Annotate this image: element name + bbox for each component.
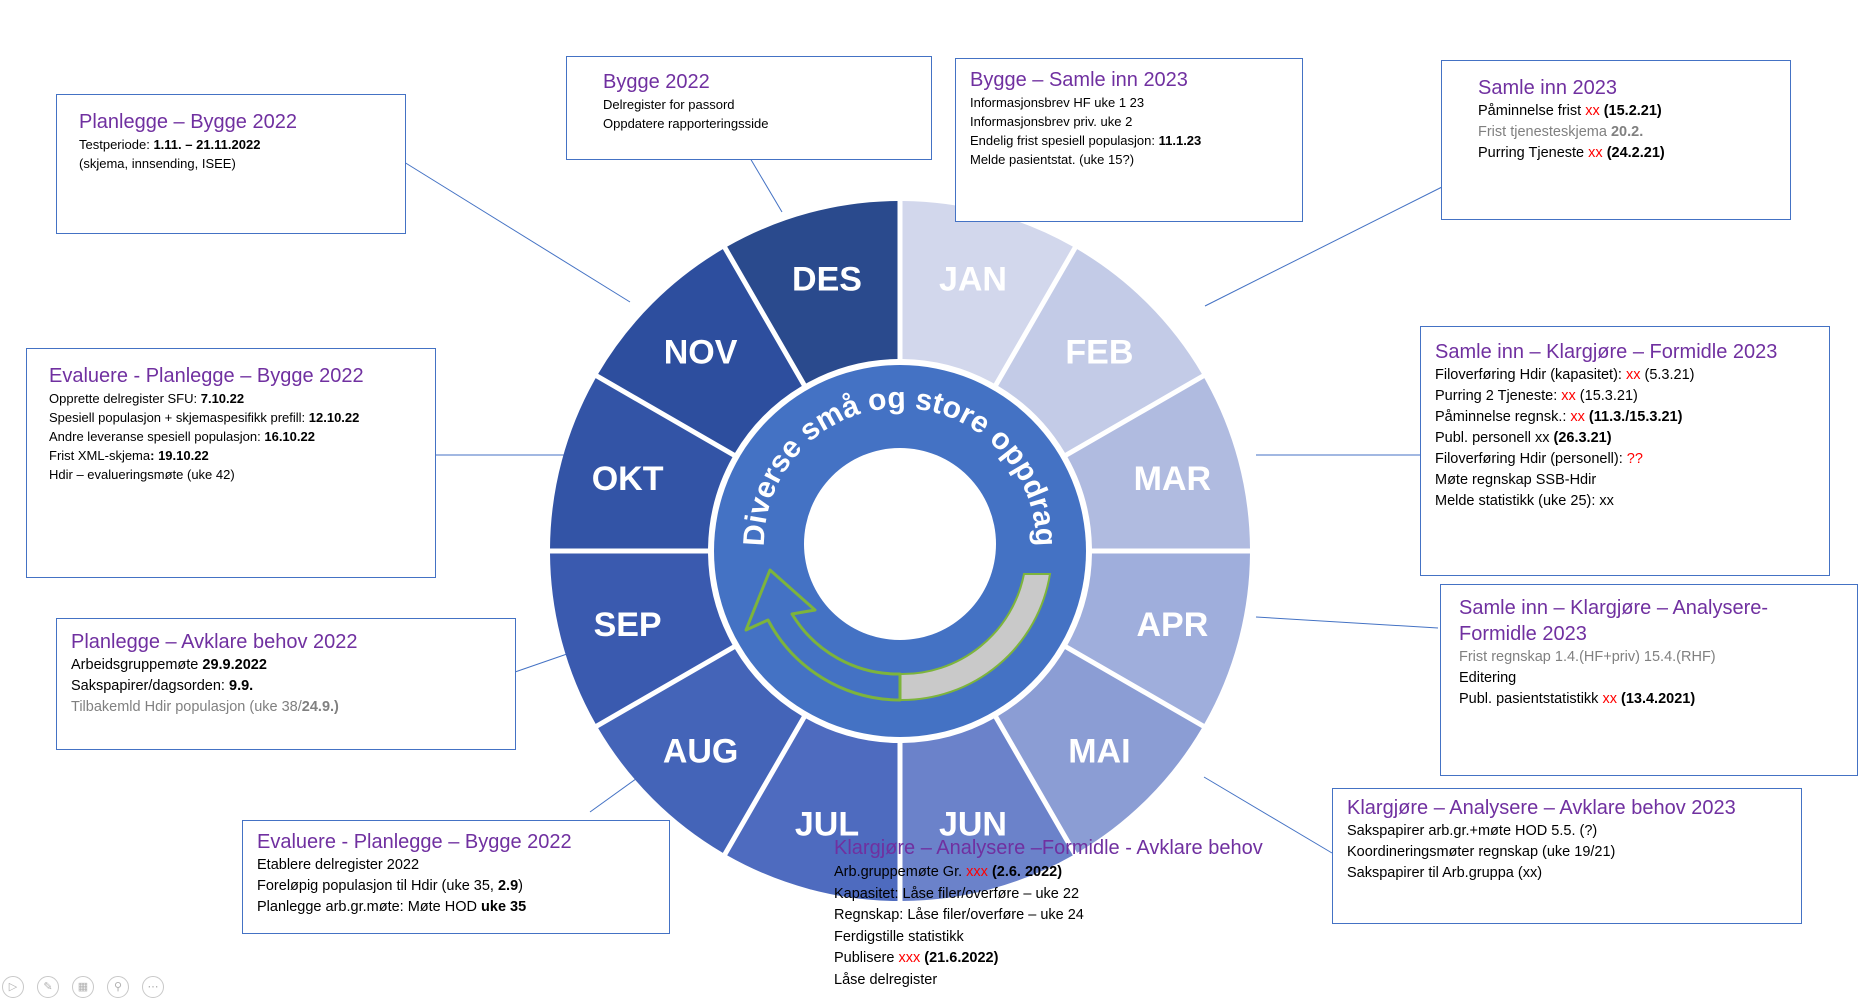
box-line: Opprette delregister SFU: 7.10.22 bbox=[49, 389, 435, 408]
connector-line bbox=[404, 162, 630, 302]
box-evaluere-planlegge-bygge-okt: Evaluere - Planlegge – Bygge 2022 Oppret… bbox=[26, 348, 436, 578]
month-label-sep: SEP bbox=[594, 606, 662, 644]
month-label-mai: MAI bbox=[1068, 732, 1130, 770]
box-title: Bygge – Samle inn 2023 bbox=[970, 67, 1302, 93]
box-line: Koordineringsmøter regnskap (uke 19/21) bbox=[1347, 842, 1801, 863]
box-title: Planlegge – Avklare behov 2022 bbox=[71, 629, 515, 655]
grid-icon[interactable]: ▦ bbox=[72, 976, 94, 998]
connector-line bbox=[515, 654, 567, 672]
box-samle-inn-2023: Samle inn 2023 Påminnelse frist xx (15.2… bbox=[1441, 60, 1791, 220]
box-title: Klargjøre – Analysere – Avklare behov 20… bbox=[1347, 795, 1801, 821]
box-line: Informasjonsbrev priv. uke 2 bbox=[970, 112, 1302, 131]
month-label-aug: AUG bbox=[663, 732, 739, 770]
month-label-okt: OKT bbox=[592, 460, 664, 498]
box-title: Samle inn 2023 bbox=[1478, 75, 1790, 101]
box-line: Arb.gruppemøte Gr. xxx (2.6. 2022) bbox=[834, 862, 1334, 884]
month-label-nov: NOV bbox=[664, 334, 738, 372]
box-line: Låse delregister bbox=[834, 970, 1334, 992]
month-label-jan: JAN bbox=[939, 261, 1007, 299]
box-planlegge-avklare-behov-2022: Planlegge – Avklare behov 2022 Arbeidsgr… bbox=[56, 618, 516, 750]
box-line: Frist tjenesteskjema 20.2. bbox=[1478, 122, 1790, 143]
box-line: Testperiode: 1.11. – 21.11.2022 bbox=[79, 135, 405, 154]
box-line: Melde pasientstat. (uke 15?) bbox=[970, 150, 1302, 169]
pen-icon[interactable]: ✎ bbox=[37, 976, 59, 998]
box-line: Frist XML-skjema: 19.10.22 bbox=[49, 446, 435, 465]
box-line: Purring Tjeneste xx (24.2.21) bbox=[1478, 143, 1790, 164]
box-samle-analysere-formidle-2023: Samle inn – Klargjøre – Analysere- Formi… bbox=[1440, 584, 1858, 776]
month-label-des: DES bbox=[792, 261, 862, 299]
box-title: Planlegge – Bygge 2022 bbox=[79, 109, 405, 135]
box-line: Delregister for passord bbox=[603, 95, 931, 114]
box-line: Foreløpig populasjon til Hdir (uke 35, 2… bbox=[257, 876, 669, 897]
box-evaluere-planlegge-bygge-aug: Evaluere - Planlegge – Bygge 2022 Etable… bbox=[242, 820, 670, 934]
box-line: Purring 2 Tjeneste: xx (15.3.21) bbox=[1435, 386, 1829, 407]
more-icon[interactable]: ⋯ bbox=[142, 976, 164, 998]
box-line: Oppdatere rapporteringsside bbox=[603, 114, 931, 133]
box-bygge-2022: Bygge 2022 Delregister for passord Oppda… bbox=[566, 56, 932, 160]
box-title: Samle inn – Klargjøre – Formidle 2023 bbox=[1435, 339, 1829, 365]
connector-line bbox=[750, 158, 782, 212]
box-samle-klargjore-formidle-2023: Samle inn – Klargjøre – Formidle 2023 Fi… bbox=[1420, 326, 1830, 576]
box-line: Planlegge arb.gr.møte: Møte HOD uke 35 bbox=[257, 897, 669, 918]
month-label-feb: FEB bbox=[1065, 334, 1133, 372]
box-line: Filoverføring Hdir (kapasitet): xx (5.3.… bbox=[1435, 365, 1829, 386]
box-line: Publisere xxx (21.6.2022) bbox=[834, 948, 1334, 970]
box-line: Sakspapirer til Arb.gruppa (xx) bbox=[1347, 863, 1801, 884]
box-line: Filoverføring Hdir (personell): ?? bbox=[1435, 449, 1829, 470]
box-title: Samle inn – Klargjøre – Analysere- bbox=[1459, 595, 1857, 621]
box-line: Publ. pasientstatistikk xx (13.4.2021) bbox=[1459, 689, 1857, 710]
box-line: Sakspapirer arb.gr.+møte HOD 5.5. (?) bbox=[1347, 821, 1801, 842]
box-line: Kapasitet: Låse filer/overføre – uke 22 bbox=[834, 884, 1334, 906]
box-title: Klargjøre – Analysere –Formidle - Avklar… bbox=[834, 834, 1334, 862]
box-title: Bygge 2022 bbox=[603, 69, 931, 95]
month-label-apr: APR bbox=[1136, 606, 1208, 644]
connector-line bbox=[1256, 617, 1438, 628]
slide-toolbar: ▷ ✎ ▦ ⚲ ⋯ bbox=[2, 976, 177, 998]
box-line: Andre leveranse spesiell populasjon: 16.… bbox=[49, 427, 435, 446]
box-line: Arbeidsgruppemøte 29.9.2022 bbox=[71, 655, 515, 676]
zoom-icon[interactable]: ⚲ bbox=[107, 976, 129, 998]
box-line: Møte regnskap SSB-Hdir bbox=[1435, 470, 1829, 491]
box-line: Frist regnskap 1.4.(HF+priv) 15.4.(RHF) bbox=[1459, 647, 1857, 668]
box-line: Endelig frist spesiell populasjon: 11.1.… bbox=[970, 131, 1302, 150]
box-line: Hdir – evalueringsmøte (uke 42) bbox=[49, 465, 435, 484]
box-title: Evaluere - Planlegge – Bygge 2022 bbox=[49, 363, 435, 389]
center-hole bbox=[804, 448, 996, 640]
box-klargjore-analysere-avklare-2023: Klargjøre – Analysere – Avklare behov 20… bbox=[1332, 788, 1802, 924]
play-icon[interactable]: ▷ bbox=[2, 976, 24, 998]
box-line: Tilbakemld Hdir populasjon (uke 38/24.9.… bbox=[71, 697, 515, 718]
box-line: Ferdigstille statistikk bbox=[834, 927, 1334, 949]
box-bygge-samle-inn-2023: Bygge – Samle inn 2023 Informasjonsbrev … bbox=[955, 58, 1303, 222]
box-line: (skjema, innsending, ISEE) bbox=[79, 154, 405, 173]
box-line: Publ. personell xx (26.3.21) bbox=[1435, 428, 1829, 449]
box-line: Spesiell populasjon + skjemaspesifikk pr… bbox=[49, 408, 435, 427]
box-line: Sakspapirer/dagsorden: 9.9. bbox=[71, 676, 515, 697]
connector-line bbox=[590, 776, 640, 812]
text-klargjore-analysere-formidle: Klargjøre – Analysere –Formidle - Avklar… bbox=[834, 834, 1334, 991]
box-line: Informasjonsbrev HF uke 1 23 bbox=[970, 93, 1302, 112]
box-title: Formidle 2023 bbox=[1459, 621, 1857, 647]
box-line: Editering bbox=[1459, 668, 1857, 689]
month-label-mar: MAR bbox=[1134, 460, 1211, 498]
box-line: Melde statistikk (uke 25): xx bbox=[1435, 491, 1829, 512]
box-line: Påminnelse frist xx (15.2.21) bbox=[1478, 101, 1790, 122]
box-planlegge-bygge-2022: Planlegge – Bygge 2022 Testperiode: 1.11… bbox=[56, 94, 406, 234]
box-line: Etablere delregister 2022 bbox=[257, 855, 669, 876]
box-title: Evaluere - Planlegge – Bygge 2022 bbox=[257, 829, 669, 855]
box-line: Påminnelse regnsk.: xx (11.3./15.3.21) bbox=[1435, 407, 1829, 428]
box-line: Regnskap: Låse filer/overføre – uke 24 bbox=[834, 905, 1334, 927]
